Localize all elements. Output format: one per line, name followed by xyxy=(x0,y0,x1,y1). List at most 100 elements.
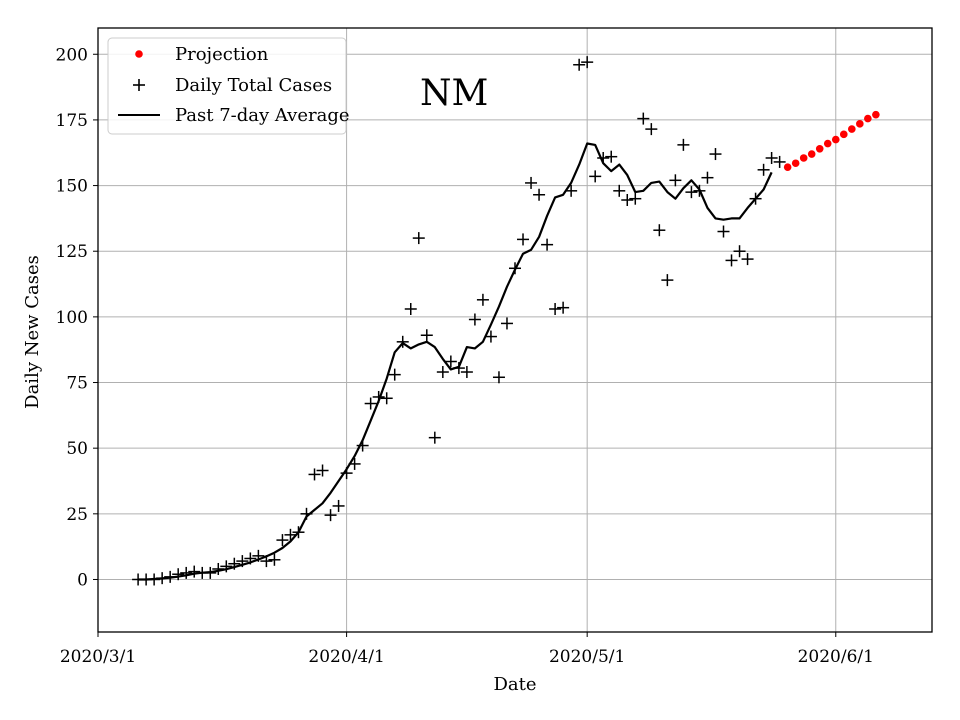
daily-case-point xyxy=(164,570,177,583)
daily-case-point xyxy=(773,155,786,168)
projection-point xyxy=(807,150,816,158)
daily-case-point xyxy=(669,174,682,187)
daily-case-point xyxy=(693,184,706,197)
daily-case-point xyxy=(685,186,698,199)
legend-projection-marker xyxy=(135,50,143,58)
daily-case-point xyxy=(188,565,201,578)
daily-case-point xyxy=(573,58,586,71)
daily-case-point xyxy=(605,150,618,163)
daily-case-point xyxy=(172,568,185,581)
daily-case-point xyxy=(757,163,770,176)
daily-case-point xyxy=(500,317,513,330)
daily-case-point xyxy=(324,509,337,522)
daily-case-point xyxy=(637,112,650,125)
daily-case-point xyxy=(701,171,714,184)
legend-daily-label: Daily Total Cases xyxy=(175,75,332,96)
daily-case-point xyxy=(404,302,417,315)
projection-point xyxy=(839,130,848,139)
y-axis-ticks: 0 25 50 75 100 125 150 175 200 xyxy=(56,45,98,590)
daily-case-point xyxy=(252,549,265,562)
daily-case-point xyxy=(557,301,570,314)
daily-case-point xyxy=(717,225,730,238)
daily-case-point xyxy=(581,56,594,69)
daily-case-point xyxy=(725,254,738,267)
daily-case-point xyxy=(300,507,313,520)
daily-case-point xyxy=(629,192,642,205)
daily-case-point xyxy=(412,232,425,245)
projection-point xyxy=(791,159,800,168)
x-tick-label: 2020/3/1 xyxy=(60,647,136,667)
projection-point xyxy=(823,139,832,148)
daily-case-point xyxy=(589,170,602,183)
daily-case-point xyxy=(428,431,441,444)
daily-case-point xyxy=(484,330,497,343)
projection-point xyxy=(856,120,864,128)
daily-case-point xyxy=(396,335,409,348)
legend-average-label: Past 7-day Average xyxy=(175,105,350,126)
daily-case-point xyxy=(244,552,257,565)
daily-case-point xyxy=(388,368,401,381)
daily-case-point xyxy=(492,371,505,384)
daily-case-point xyxy=(525,176,538,189)
legend-daily-marker xyxy=(133,79,145,91)
x-tick-label: 2020/4/1 xyxy=(308,647,384,667)
daily-case-point xyxy=(533,188,546,201)
daily-case-point xyxy=(597,151,610,164)
daily-case-point xyxy=(476,293,489,306)
grid-lines xyxy=(97,28,932,632)
projection-point xyxy=(783,163,792,171)
y-tick-label: 100 xyxy=(56,308,88,328)
daily-case-point xyxy=(180,566,193,579)
daily-case-point xyxy=(372,390,385,403)
daily-case-point xyxy=(733,245,746,258)
daily-case-point xyxy=(292,526,305,539)
daily-case-point xyxy=(653,224,666,237)
daily-case-point xyxy=(380,392,393,405)
x-tick-label: 2020/6/1 xyxy=(798,647,874,667)
legend-box xyxy=(107,37,347,135)
daily-case-point xyxy=(364,397,377,410)
daily-case-point xyxy=(765,151,778,164)
projection-points-layer xyxy=(783,110,880,171)
y-tick-label: 175 xyxy=(56,111,88,131)
daily-case-point xyxy=(452,362,465,375)
daily-case-point xyxy=(204,566,217,579)
daily-case-point xyxy=(621,194,634,207)
daily-case-point xyxy=(517,233,530,246)
daily-case-point xyxy=(749,192,762,205)
y-tick-label: 0 xyxy=(77,570,88,590)
daily-case-point xyxy=(268,553,281,566)
legend: Projection Daily Total Cases Past 7-day … xyxy=(107,37,350,135)
daily-case-point xyxy=(356,439,369,452)
y-tick-label: 125 xyxy=(56,242,88,262)
daily-case-point xyxy=(436,366,449,379)
projection-point xyxy=(872,110,880,119)
y-tick-label: 75 xyxy=(66,374,88,394)
daily-case-point xyxy=(661,274,674,287)
y-axis-label: Daily New Cases xyxy=(22,255,43,409)
projection-point xyxy=(848,125,856,133)
daily-case-point xyxy=(645,123,658,136)
daily-case-point xyxy=(444,355,457,368)
daily-case-point xyxy=(565,184,578,197)
daily-case-point xyxy=(541,238,554,251)
daily-case-point xyxy=(156,572,169,585)
daily-case-point xyxy=(340,467,353,480)
daily-case-point xyxy=(468,313,481,326)
daily-points-layer xyxy=(132,56,786,586)
daily-case-point xyxy=(332,499,345,512)
daily-case-point xyxy=(549,302,562,315)
x-tick-label: 2020/5/1 xyxy=(549,647,625,667)
y-tick-label: 25 xyxy=(66,505,88,525)
projection-point xyxy=(799,154,808,162)
daily-case-point xyxy=(677,138,690,151)
daily-case-point xyxy=(613,184,626,197)
daily-case-point xyxy=(228,557,241,570)
daily-case-point xyxy=(509,262,521,275)
daily-case-point xyxy=(316,464,329,477)
daily-case-point xyxy=(276,534,289,547)
daily-case-point xyxy=(148,573,161,586)
daily-case-point xyxy=(236,555,249,568)
daily-case-point xyxy=(308,468,321,481)
